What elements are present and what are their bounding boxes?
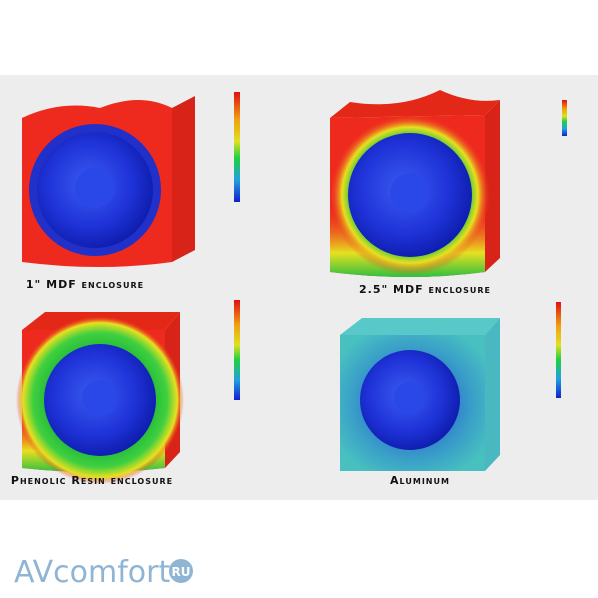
panel: Aluminum	[340, 302, 561, 487]
enclosure-side	[172, 96, 195, 262]
enclosure-side	[485, 100, 500, 272]
enclosure-top	[330, 90, 500, 118]
panel: Phenolic Resin enclosure	[11, 300, 240, 487]
panel-label: Phenolic Resin enclosure	[11, 474, 173, 487]
panel-label: 2.5" MDF enclosure	[359, 283, 491, 296]
watermark: AVcomfort RU	[14, 555, 193, 590]
watermark-brand: AVcomfort	[14, 555, 170, 590]
panel: 1" MDF enclosure	[22, 92, 240, 291]
speaker-cap	[390, 173, 430, 213]
panel: 2.5" MDF enclosure	[330, 90, 567, 296]
badge	[169, 559, 193, 583]
speaker-cap	[394, 382, 426, 414]
color-scale	[556, 302, 561, 398]
color-scale	[234, 92, 240, 202]
enclosure-side	[485, 318, 500, 471]
panel-label: Aluminum	[390, 474, 450, 487]
watermark-suffix: RU	[172, 565, 191, 579]
speaker-cap	[75, 168, 115, 208]
speaker-cap	[82, 380, 118, 416]
panel-label: 1" MDF enclosure	[26, 278, 144, 291]
enclosure-top	[340, 318, 500, 335]
color-scale	[562, 100, 567, 136]
color-scale	[234, 300, 240, 400]
